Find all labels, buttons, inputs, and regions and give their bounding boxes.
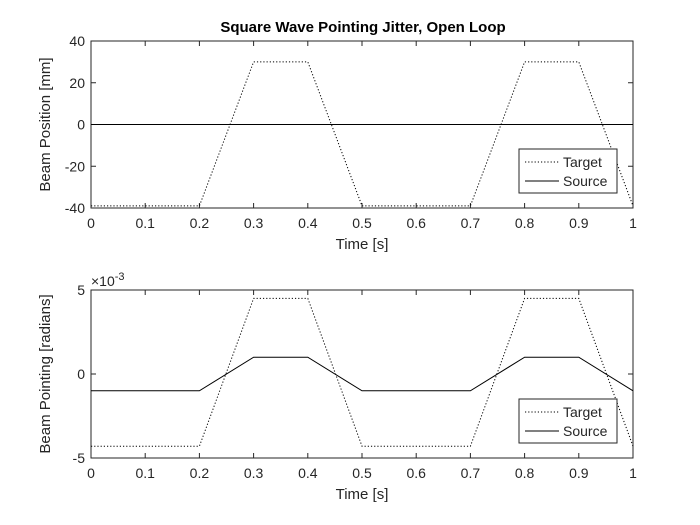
- legend-label-target: Target: [563, 404, 602, 420]
- series-target-line: [91, 61, 634, 207]
- y-ticks: -5 0 5: [73, 282, 633, 466]
- y-tick-label: 40: [69, 33, 85, 49]
- x-tick-label: 0: [87, 465, 95, 481]
- x-tick-label: 0.2: [190, 215, 210, 231]
- x-tick-label: 0.7: [461, 215, 481, 231]
- legend: Target Source: [518, 398, 618, 444]
- legend-label-source: Source: [563, 173, 608, 189]
- x-tick-label: 0.1: [135, 465, 155, 481]
- y-tick-label: 0: [77, 117, 85, 133]
- y-tick-label: -5: [73, 450, 86, 466]
- series-target-line: [91, 297, 634, 447]
- x-tick-label: 0: [87, 215, 95, 231]
- x-ticks: 0 0.1 0.2 0.3 0.4 0.5 0.6 0.7 0.8 0.9 1: [87, 290, 637, 481]
- y-axis-label: Beam Position [mm]: [37, 57, 54, 191]
- x-tick-label: 0.8: [515, 465, 535, 481]
- subplot-2: 0 0.1 0.2 0.3 0.4 0.5 0.6 0.7 0.8 0.9 1-505×10-3Ti…: [37, 271, 637, 503]
- x-tick-label: 0.8: [515, 215, 535, 231]
- x-tick-label: 0.9: [569, 465, 589, 481]
- x-tick-label: 0.1: [135, 215, 155, 231]
- legend-label-source: Source: [563, 423, 608, 439]
- x-axis-label: Time [s]: [336, 486, 389, 503]
- x-tick-label: 0.4: [298, 465, 318, 481]
- y-tick-label: -40: [65, 200, 85, 216]
- subplot-1: 0 0.1 0.2 0.3 0.4 0.5 0.6 0.7 0.8 0.9 1 -40 -20 0 20 40…: [37, 33, 637, 253]
- x-tick-label: 0.6: [406, 465, 426, 481]
- series-source-line: [91, 356, 634, 392]
- x-tick-label: 0.5: [352, 215, 372, 231]
- x-tick-label: 0.4: [298, 215, 318, 231]
- y-tick-label: -20: [65, 158, 85, 174]
- legend: Target Source: [518, 148, 618, 194]
- x-tick-label: 0.2: [190, 465, 210, 481]
- x-axis-label: Time [s]: [336, 236, 389, 253]
- legend-box: [518, 398, 618, 444]
- y-tick-label: 0: [77, 366, 85, 382]
- y-tick-label: 20: [69, 75, 85, 91]
- x-tick-label: 0.3: [244, 215, 264, 231]
- y-tick-label: 5: [77, 282, 85, 298]
- x-tick-label: 1: [629, 215, 637, 231]
- x-tick-label: 1: [629, 465, 637, 481]
- legend-box: [518, 148, 618, 194]
- x-tick-label: 0.9: [569, 215, 589, 231]
- y-exponent-label: ×10-3: [91, 271, 125, 289]
- y-axis-label: Beam Pointing [radians]: [37, 294, 54, 453]
- x-tick-label: 0.6: [406, 215, 426, 231]
- chart-title: Square Wave Pointing Jitter, Open Loop: [220, 19, 505, 36]
- x-tick-label: 0.3: [244, 465, 264, 481]
- legend-label-target: Target: [563, 154, 602, 170]
- y-ticks: -40 -20 0 20 40: [65, 33, 633, 216]
- x-tick-label: 0.7: [461, 465, 481, 481]
- x-tick-label: 0.5: [352, 465, 372, 481]
- x-ticks: 0 0.1 0.2 0.3 0.4 0.5 0.6 0.7 0.8 0.9 1: [87, 41, 637, 231]
